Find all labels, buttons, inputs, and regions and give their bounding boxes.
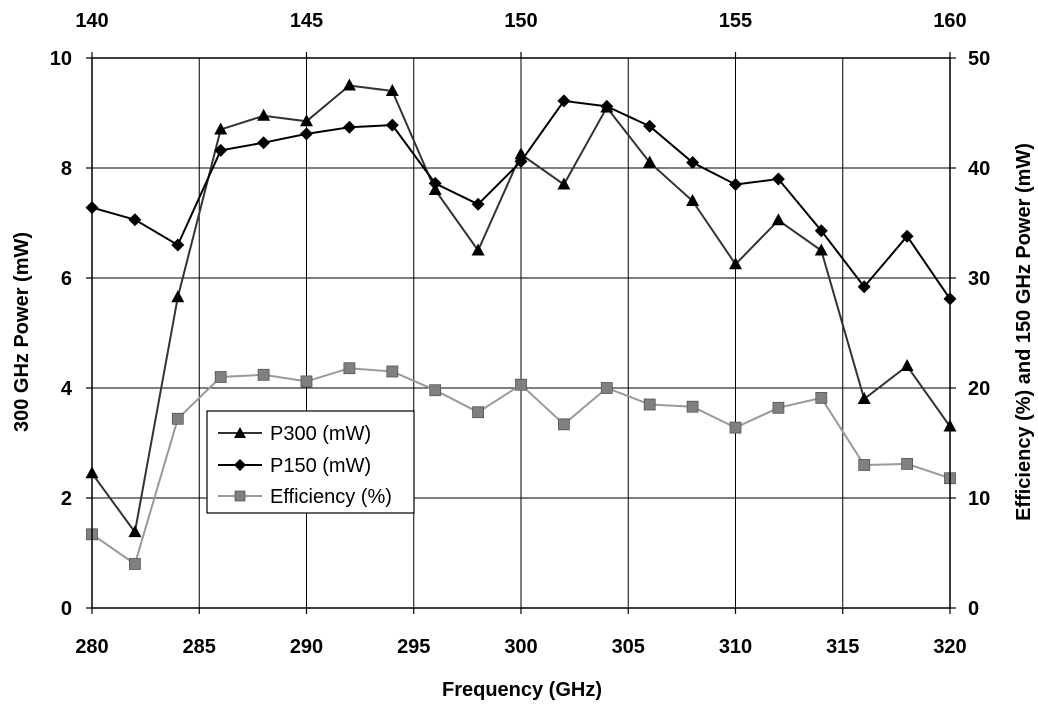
data-point-efficiency	[558, 418, 570, 431]
data-point-p150-mw	[171, 238, 185, 252]
gridlines	[92, 58, 950, 608]
data-point-p300-mw	[257, 108, 271, 121]
data-point-p150-mw	[857, 280, 871, 294]
data-point-p300-mw	[342, 78, 356, 91]
data-point-efficiency	[386, 365, 399, 378]
data-point-p300-mw	[900, 359, 914, 371]
data-point-efficiency	[300, 375, 313, 388]
data-point-p150-mw	[385, 118, 399, 132]
legend-label-p300: P300 (mW)	[270, 423, 371, 445]
y2-tick-label: 0	[968, 598, 979, 620]
data-point-p300-mw	[686, 194, 700, 206]
data-point-efficiency	[515, 378, 527, 391]
data-point-efficiency	[214, 371, 227, 383]
x2-tick-label: 155	[719, 10, 752, 32]
data-point-p150-mw	[471, 197, 485, 211]
series-efficiency	[86, 362, 956, 570]
data-point-p300-mw	[385, 84, 399, 96]
data-point-efficiency	[772, 401, 785, 414]
data-point-p300-mw	[857, 392, 871, 404]
y2-tick-label: 40	[968, 158, 990, 180]
x2-tick-label: 145	[290, 10, 323, 32]
x-tick-label: 320	[933, 636, 966, 658]
data-point-efficiency	[257, 368, 270, 381]
data-point-efficiency	[472, 406, 485, 419]
data-point-efficiency	[171, 412, 184, 425]
legend-label-p150: P150 (mW)	[270, 455, 371, 477]
data-point-efficiency	[815, 391, 828, 404]
data-point-p300-mw	[643, 155, 657, 168]
data-point-p150-mw	[900, 229, 914, 243]
legend-entry-p150: P150 (mW)	[218, 455, 371, 477]
data-point-p300-mw	[814, 243, 828, 256]
data-point-p300-mw	[729, 257, 742, 270]
data-point-p150-mw	[771, 172, 785, 186]
square-marker-icon	[234, 490, 246, 502]
data-point-p300-mw	[171, 290, 185, 303]
data-point-p300-mw	[557, 177, 571, 190]
data-point-efficiency	[600, 382, 613, 394]
x2-tick-label: 160	[933, 10, 966, 32]
y2-tick-label: 20	[968, 378, 990, 400]
data-point-efficiency	[128, 558, 141, 570]
data-point-efficiency	[729, 421, 742, 434]
x-tick-label: 285	[183, 636, 216, 658]
x-tick-label: 310	[719, 636, 752, 658]
x2-tick-label: 140	[75, 10, 108, 32]
x-tick-label: 280	[75, 636, 108, 658]
legend-label-efficiency: Efficiency (%)	[270, 486, 392, 508]
data-point-p150-mw	[686, 156, 700, 169]
y-axis-title-right: Efficiency (%) and 150 GHz Power (mW)	[1013, 143, 1035, 521]
data-point-p150-mw	[814, 224, 828, 238]
data-point-p300-mw	[771, 213, 785, 226]
y2-tick-label: 30	[968, 268, 990, 290]
legend-entry-efficiency: Efficiency (%)	[218, 486, 392, 508]
x2-tick-label: 150	[504, 10, 537, 32]
x-axis-title: Frequency (GHz)	[442, 679, 602, 701]
y-axis-title-left: 300 GHz Power (mW)	[11, 232, 33, 432]
legend-entry-p300: P300 (mW)	[218, 423, 371, 445]
data-point-p150-mw	[514, 154, 528, 168]
y2-tick-label: 50	[968, 48, 990, 70]
y-tick-label: 4	[61, 378, 73, 400]
data-point-efficiency	[343, 362, 356, 375]
data-point-p300-mw	[214, 122, 228, 135]
data-point-p150-mw	[257, 136, 271, 150]
x-tick-label: 300	[504, 636, 537, 658]
data-point-p300-mw	[300, 114, 313, 127]
data-point-efficiency	[429, 384, 442, 397]
triangle-marker-icon	[234, 427, 246, 438]
y-tick-label: 6	[61, 268, 72, 290]
data-point-p150-mw	[128, 213, 142, 227]
legend: P300 (mW) P150 (mW) Efficiency (%)	[206, 410, 415, 514]
y-tick-label: 8	[61, 158, 72, 180]
data-point-p150-mw	[729, 178, 742, 191]
data-point-efficiency	[686, 400, 699, 413]
x-tick-label: 290	[290, 636, 323, 658]
y-tick-label: 2	[61, 488, 72, 510]
y-tick-label: 0	[61, 598, 72, 620]
x-tick-label: 305	[612, 636, 645, 658]
data-point-p150-mw	[643, 119, 657, 133]
data-point-p150-mw	[300, 127, 313, 141]
diamond-marker-icon	[234, 459, 246, 471]
series-layer	[85, 78, 957, 570]
data-point-efficiency	[858, 459, 871, 471]
data-point-efficiency	[643, 398, 656, 411]
y-tick-label: 10	[50, 48, 72, 70]
data-point-p150-mw	[342, 120, 356, 134]
x-tick-label: 315	[826, 636, 859, 658]
x-tick-label: 295	[397, 636, 430, 658]
data-point-p300-mw	[471, 243, 485, 256]
y2-tick-label: 10	[968, 488, 990, 510]
data-point-p150-mw	[557, 94, 571, 108]
data-point-p150-mw	[214, 143, 228, 157]
data-point-efficiency	[901, 457, 913, 470]
data-point-p300-mw	[128, 525, 142, 538]
data-point-p150-mw	[428, 176, 442, 190]
data-point-p150-mw	[600, 99, 614, 113]
